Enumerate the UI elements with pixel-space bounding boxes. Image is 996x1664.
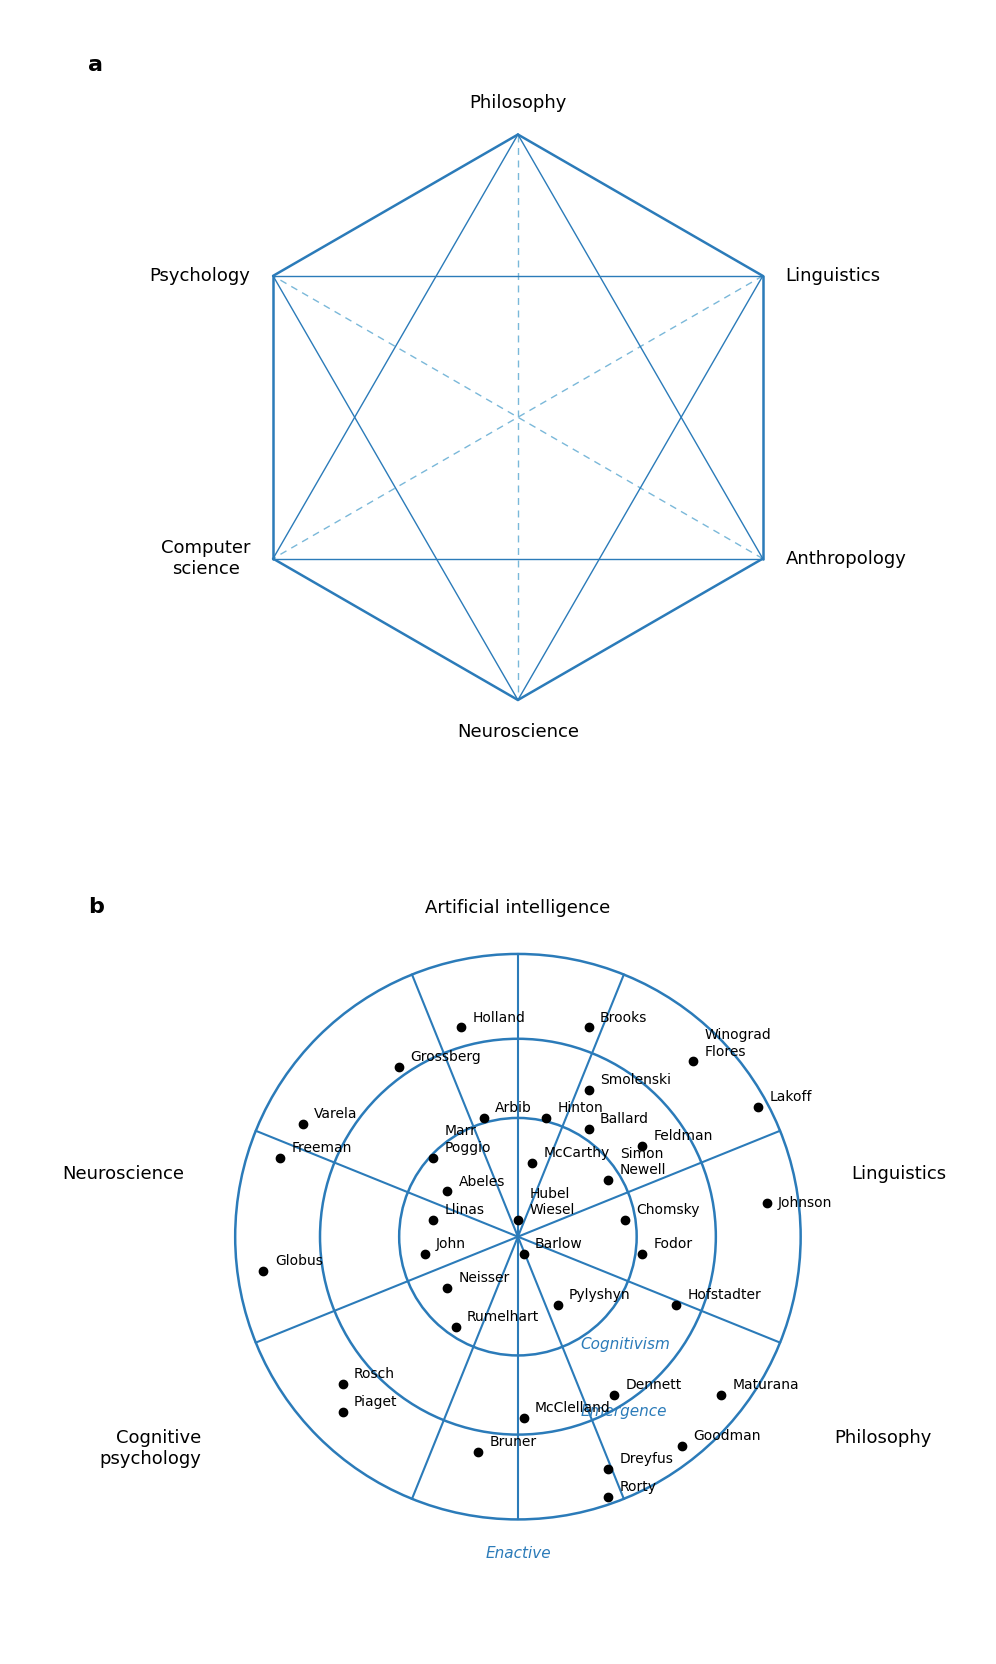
Text: Neisser: Neisser	[458, 1271, 510, 1285]
Text: Neuroscience: Neuroscience	[63, 1165, 184, 1183]
Text: Enactive: Enactive	[485, 1546, 551, 1561]
Text: b: b	[89, 897, 104, 917]
Text: Abeles: Abeles	[458, 1175, 505, 1188]
Text: Philosophy: Philosophy	[835, 1429, 932, 1448]
Text: Artificial intelligence: Artificial intelligence	[425, 899, 611, 917]
Text: Johnson: Johnson	[778, 1196, 833, 1210]
Text: Linguistics: Linguistics	[786, 266, 880, 285]
Text: Maturana: Maturana	[733, 1378, 800, 1393]
Text: Varela: Varela	[315, 1107, 358, 1122]
Text: Simon
Newell: Simon Newell	[620, 1146, 666, 1178]
Text: Emergence: Emergence	[580, 1404, 666, 1419]
Text: Psychology: Psychology	[149, 266, 250, 285]
Text: Rorty: Rorty	[620, 1479, 656, 1494]
Text: McCarthy: McCarthy	[544, 1146, 610, 1160]
Text: Hinton: Hinton	[558, 1102, 604, 1115]
Text: Rumelhart: Rumelhart	[467, 1310, 539, 1325]
Text: Computer
science: Computer science	[161, 539, 250, 577]
Text: Bruner: Bruner	[490, 1434, 537, 1449]
Text: Freeman: Freeman	[292, 1142, 353, 1155]
Text: Feldman: Feldman	[653, 1130, 713, 1143]
Text: Chomsky: Chomsky	[636, 1203, 700, 1216]
Text: John: John	[436, 1236, 466, 1251]
Text: Globus: Globus	[275, 1253, 323, 1268]
Text: Winograd
Flores: Winograd Flores	[704, 1028, 771, 1058]
Text: McClelland: McClelland	[535, 1401, 611, 1414]
Text: Arbib: Arbib	[495, 1102, 532, 1115]
Text: Goodman: Goodman	[693, 1429, 761, 1443]
Text: Brooks: Brooks	[600, 1010, 647, 1025]
Text: Holland: Holland	[473, 1010, 526, 1025]
Text: Philosophy: Philosophy	[469, 93, 567, 111]
Text: Barlow: Barlow	[535, 1236, 583, 1251]
Text: Neuroscience: Neuroscience	[457, 722, 579, 740]
Text: Rosch: Rosch	[354, 1366, 395, 1381]
Text: Piaget: Piaget	[354, 1394, 397, 1409]
Text: Fodor: Fodor	[653, 1236, 693, 1251]
Text: Linguistics: Linguistics	[852, 1165, 946, 1183]
Text: Smolenski: Smolenski	[600, 1073, 671, 1087]
Text: Hofstadter: Hofstadter	[687, 1288, 761, 1301]
Text: a: a	[89, 55, 104, 75]
Text: Hubel
Wiesel: Hubel Wiesel	[529, 1186, 575, 1216]
Text: Dennett: Dennett	[625, 1378, 681, 1393]
Text: Ballard: Ballard	[600, 1113, 649, 1127]
Text: Cognitive
psychology: Cognitive psychology	[100, 1429, 201, 1468]
Text: Dreyfus: Dreyfus	[620, 1451, 673, 1466]
Text: Cognitivism: Cognitivism	[580, 1336, 670, 1351]
Text: Marr
Poggio: Marr Poggio	[444, 1125, 491, 1155]
Text: Anthropology: Anthropology	[786, 549, 906, 567]
Text: Lakoff: Lakoff	[770, 1090, 812, 1103]
Text: Llinas: Llinas	[444, 1203, 484, 1216]
Text: Pylyshyn: Pylyshyn	[569, 1288, 630, 1301]
Text: Grossberg: Grossberg	[410, 1050, 481, 1065]
